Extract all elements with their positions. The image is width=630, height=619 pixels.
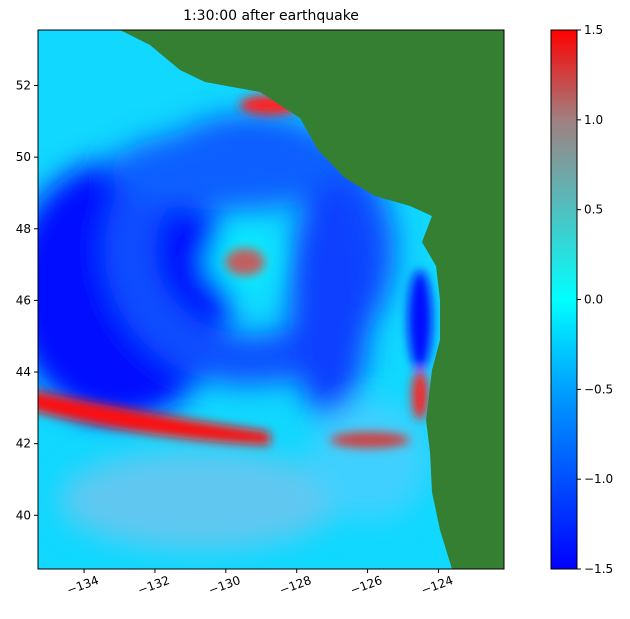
x-tick-label: −130	[207, 573, 243, 597]
colorbar-tick-label: 1.0	[584, 113, 603, 127]
colorbar-tick-label: −0.5	[584, 382, 613, 396]
colorbar-tick-label: 0.0	[584, 293, 603, 307]
y-tick-label: 48	[16, 222, 31, 236]
x-tick-label: −128	[277, 573, 313, 597]
colorbar	[551, 30, 577, 569]
x-tick-label: −124	[419, 573, 455, 597]
field	[38, 30, 504, 569]
colorbar-tick-label: 0.5	[584, 203, 603, 217]
colorbar-tick-label: −1.0	[584, 472, 613, 486]
chart-title: 1:30:00 after earthquake	[183, 8, 359, 24]
colorbar-tick-label: 1.5	[584, 23, 603, 37]
plot-frame	[37, 29, 505, 570]
y-tick-label: 46	[16, 293, 31, 307]
colorbar-tick-label: −1.5	[584, 562, 613, 576]
x-tick-label: −126	[348, 573, 384, 597]
x-tick-label: −132	[136, 573, 172, 597]
y-tick-label: 50	[16, 150, 31, 164]
x-tick-label: −134	[65, 573, 101, 597]
y-tick-label: 44	[16, 365, 31, 379]
y-tick-label: 40	[16, 508, 31, 522]
y-tick-label: 42	[16, 437, 31, 451]
y-tick-label: 52	[16, 79, 31, 93]
